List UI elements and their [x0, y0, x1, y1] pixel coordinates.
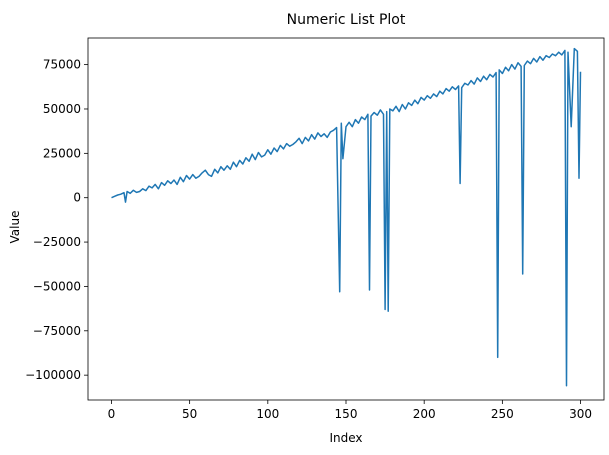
- y-tick-label: −100000: [25, 368, 81, 382]
- x-axis-label: Index: [329, 431, 362, 445]
- x-tick-label: 150: [335, 407, 358, 421]
- series-line-0: [111, 47, 582, 387]
- y-axis-label: Value: [8, 211, 22, 244]
- y-tick-label: −75000: [33, 324, 81, 338]
- y-tick-label: 25000: [43, 146, 81, 160]
- x-tick-label: 200: [413, 407, 436, 421]
- chart-title: Numeric List Plot: [287, 12, 406, 28]
- y-tick-label: 50000: [43, 102, 81, 116]
- y-tick-label: −50000: [33, 279, 81, 293]
- x-tick-label: 0: [108, 407, 116, 421]
- y-axis: −100000 −75000 −50000 −25000 0 25000 50000 7500…: [25, 58, 88, 382]
- plot-frame: [87, 37, 605, 401]
- x-tick-label: 250: [491, 407, 514, 421]
- x-tick-label: 300: [569, 407, 592, 421]
- y-tick-label: 75000: [43, 58, 81, 72]
- y-tick-label: −25000: [33, 235, 81, 249]
- x-tick-label: 50: [182, 407, 197, 421]
- x-tick-label: 100: [256, 407, 279, 421]
- y-tick-label: 0: [73, 191, 81, 205]
- series-layer: [111, 47, 582, 387]
- x-axis: 0 50 100 150 200 250 300: [108, 400, 592, 421]
